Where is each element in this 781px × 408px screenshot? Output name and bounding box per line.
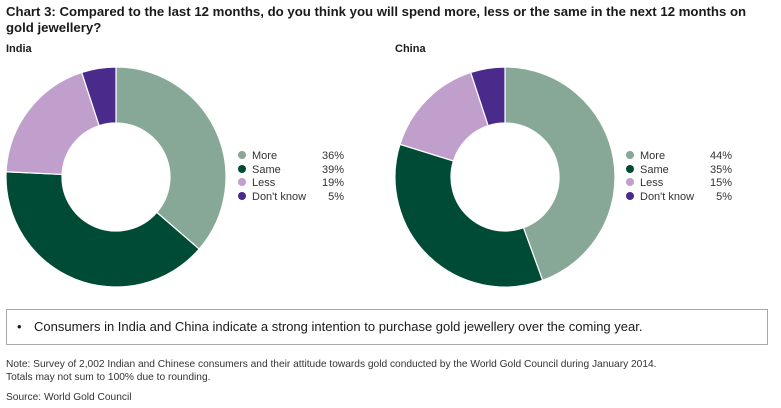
chart-title: Chart 3: Compared to the last 12 months,… [6,4,747,35]
china-legend: More 44% Same 35% Less 15% Don't know 5% [626,150,732,204]
legend-value: 39% [321,163,344,176]
india-slice-don-t-know [80,66,117,127]
legend-value: 35% [709,163,732,176]
legend-label: Same [640,163,669,176]
legend-value: 19% [321,177,344,190]
legend-swatch [626,178,634,187]
india-donut-chart [5,66,227,288]
legend-label: More [252,150,278,162]
india-legend: More 36% Same 39% Less 19% Don't know 5% [238,150,344,204]
legend-label: Same [252,163,281,176]
legend-swatch [238,151,246,160]
key-takeaway-text: Consumers in India and China indicate a … [34,319,643,334]
legend-value: 36% [321,150,344,162]
chart-source: Source: World Gold Council [6,392,132,403]
legend-value: 44% [709,150,732,162]
legend-swatch [626,191,634,200]
india-slice-same [5,171,200,288]
china-donut-chart [394,66,616,288]
china-slice-don-t-know [469,66,506,127]
legend-swatch [626,151,634,160]
india-legend-item-same: Same 39% [238,164,344,178]
legend-swatch [626,164,634,173]
key-takeaway-box: • Consumers in India and China indicate … [6,309,768,345]
legend-swatch [238,178,246,187]
india-legend-item-less: Less 19% [238,177,344,191]
chart-note: Note: Survey of 2,002 Indian and Chinese… [6,358,657,384]
legend-label: Don't know [252,190,307,203]
china-slice-same [394,143,544,288]
note-line-1: Note: Survey of 2,002 Indian and Chinese… [6,359,657,370]
china-legend-item-less: Less 15% [626,177,732,191]
china-legend-item-don-t-know: Don't know 5% [626,191,732,205]
legend-swatch [238,191,246,200]
china-panel-label: China [395,43,426,55]
legend-label: Less [252,177,276,190]
bullet-marker: • [17,319,22,334]
legend-value: 15% [709,177,732,190]
india-slice-more [115,66,227,250]
china-legend-item-same: Same 35% [626,164,732,178]
india-panel-label: India [6,43,32,55]
legend-label: More [640,150,666,162]
china-legend-item-more: More 44% [626,150,732,164]
note-line-2: Totals may not sum to 100% due to roundi… [6,372,211,384]
legend-label: Less [640,177,664,190]
china-slice-more [504,66,616,282]
india-legend-item-don-t-know: Don't know 5% [238,191,344,205]
legend-label: Don't know [640,190,695,203]
india-legend-item-more: More 36% [238,150,344,164]
legend-value: 5% [328,190,344,203]
india-slice-less [5,71,100,176]
legend-value: 5% [716,190,732,203]
legend-swatch [238,164,246,173]
